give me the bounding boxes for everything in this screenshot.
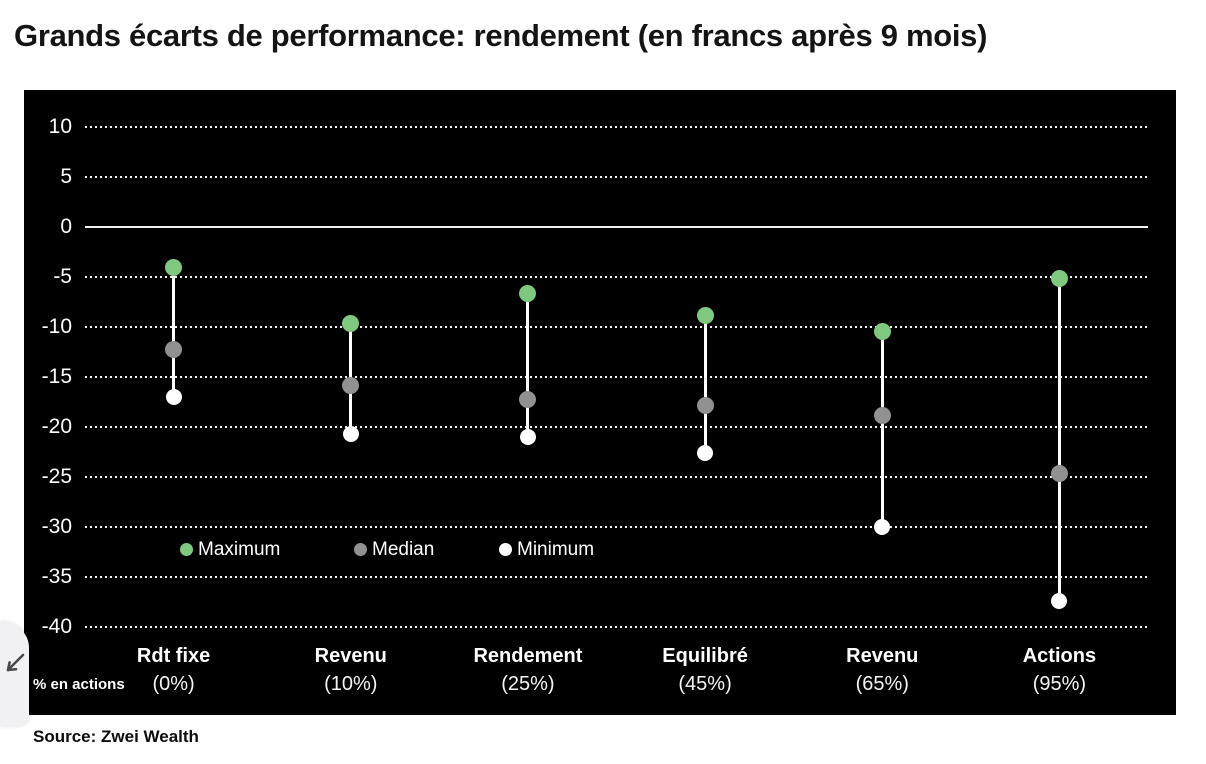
gridline — [85, 626, 1148, 628]
y-axis-tick-label: -5 — [53, 265, 72, 288]
legend-label: Maximum — [198, 538, 281, 560]
gridline — [85, 326, 1148, 328]
gridline — [85, 476, 1148, 478]
maximum-legend-dot-icon — [180, 542, 193, 556]
category-sublabel: (65%) — [855, 673, 909, 695]
minimum-dot — [342, 426, 359, 442]
range-line — [526, 293, 530, 437]
chart-plot-area: Maximum Median Minimum % en actions 10 5 0… — [24, 90, 1176, 715]
gridline — [85, 426, 1148, 428]
y-axis-tick-label: -40 — [41, 615, 72, 638]
category-label: Rendement — [473, 645, 583, 667]
y-axis-tick-label: -10 — [41, 315, 72, 338]
arrow-icon — [6, 653, 25, 672]
maximum-dot — [165, 258, 183, 276]
range-line — [172, 267, 176, 397]
legend-label: Minimum — [517, 538, 595, 560]
category-label: Actions — [1022, 645, 1097, 667]
x-axis-unit-label: % en actions — [33, 676, 125, 693]
median-dot — [165, 340, 183, 358]
category-label: Equilibré — [662, 645, 748, 667]
maximum-dot — [696, 306, 714, 324]
chart-title: Grands écarts de performance: rendement … — [14, 18, 988, 53]
y-axis-tick-label: -25 — [41, 465, 72, 488]
corner-arrow-button[interactable] — [0, 622, 29, 726]
range-line — [703, 315, 707, 453]
zero-axis-line — [85, 226, 1148, 228]
gridline — [85, 376, 1148, 378]
legend-label: Median — [372, 538, 435, 560]
gridline — [85, 526, 1148, 528]
category-sublabel: (95%) — [1032, 673, 1087, 695]
range-line — [880, 331, 884, 527]
maximum-dot — [1050, 269, 1068, 287]
median-legend-dot-icon — [354, 542, 367, 556]
legend-item-median: Median — [354, 539, 434, 559]
median-dot — [696, 396, 714, 414]
median-dot — [519, 390, 537, 408]
source-caption: Source: Zwei Wealth — [33, 727, 199, 746]
range-line — [1057, 278, 1061, 601]
category-sublabel: (25%) — [501, 673, 555, 695]
category-sublabel: (45%) — [678, 673, 732, 695]
legend-item-maximum: Maximum — [180, 539, 280, 559]
gridline — [85, 126, 1148, 128]
category-label: Revenu — [314, 645, 387, 667]
y-axis-tick-label: -15 — [41, 365, 72, 388]
y-axis-tick-label: 0 — [60, 215, 72, 238]
y-axis-tick-label: -30 — [41, 515, 72, 538]
gridline — [85, 576, 1148, 578]
minimum-dot — [1051, 593, 1068, 609]
median-dot — [1050, 464, 1068, 482]
minimum-dot — [165, 389, 182, 405]
category-label: Rdt fixe — [136, 645, 211, 667]
maximum-dot — [342, 314, 360, 332]
maximum-dot — [519, 284, 537, 302]
maximum-dot — [873, 322, 891, 340]
gridline — [85, 176, 1148, 178]
category-label: Revenu — [846, 645, 919, 667]
minimum-legend-dot-icon — [499, 542, 512, 556]
y-axis-tick-label: 5 — [60, 165, 72, 188]
category-sublabel: (0%) — [152, 673, 195, 695]
minimum-dot — [519, 429, 536, 445]
median-dot — [873, 406, 891, 424]
minimum-dot — [874, 519, 891, 535]
legend-item-minimum: Minimum — [499, 539, 594, 559]
y-axis-tick-label: -20 — [41, 415, 72, 438]
y-axis-tick-label: 10 — [48, 115, 72, 138]
y-axis-tick-label: -35 — [41, 565, 72, 588]
minimum-dot — [697, 445, 714, 461]
category-sublabel: (10%) — [324, 673, 378, 695]
median-dot — [342, 376, 360, 394]
gridline — [85, 276, 1148, 278]
